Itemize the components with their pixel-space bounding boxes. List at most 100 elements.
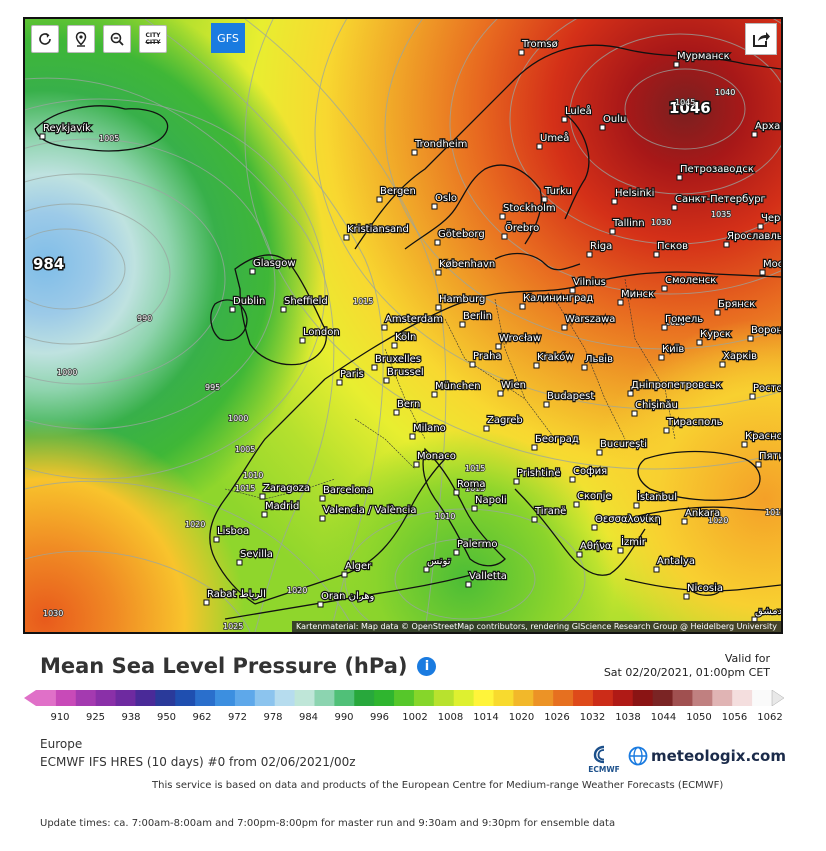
share-button[interactable] — [745, 23, 777, 55]
city-marker — [423, 566, 430, 573]
scale-color-segment — [553, 690, 574, 706]
city-label: Nicosia — [687, 583, 723, 594]
scale-color-segment — [36, 690, 57, 706]
isobar-label: 1030 — [651, 218, 671, 227]
city-label: Пятигорск — [759, 451, 781, 462]
city-marker — [236, 559, 243, 566]
region-label: Europe — [40, 737, 83, 751]
refresh-button[interactable] — [31, 25, 59, 53]
gfs-model-button[interactable]: GFS — [211, 23, 245, 53]
city-marker — [681, 518, 688, 525]
city-marker — [719, 361, 726, 368]
city-label: Wrocław — [499, 333, 541, 344]
zoom-out-button[interactable] — [103, 25, 131, 53]
scale-color-segment — [314, 690, 335, 706]
city-label: Hamburg — [439, 294, 485, 305]
city-marker — [531, 444, 538, 451]
info-icon[interactable]: i — [417, 656, 437, 676]
meteologix-logo[interactable]: meteologix.com — [628, 746, 786, 766]
meteologix-name: meteologix.com — [651, 747, 786, 765]
city-label: Череповец — [761, 213, 781, 224]
low-pressure-center: 984 — [33, 255, 64, 273]
city-marker — [631, 410, 638, 417]
globe-icon — [628, 746, 648, 766]
scale-color-segment — [692, 690, 713, 706]
scale-color-segment — [155, 690, 176, 706]
scale-tick-label: 1044 — [650, 712, 677, 723]
city-marker — [569, 476, 576, 483]
city-label: Berlin — [463, 311, 492, 322]
city-label: Bergen — [380, 186, 416, 197]
city-marker — [611, 198, 618, 205]
city-label: Kraków — [537, 351, 574, 363]
isobar-label: 1000 — [57, 368, 77, 377]
city-marker — [434, 239, 441, 246]
city-label: Antalya — [657, 556, 695, 567]
isobar-label: 1020 — [185, 520, 205, 529]
city-label: Харків — [723, 350, 757, 362]
city-marker — [469, 361, 476, 368]
city-label: تونس — [427, 556, 451, 567]
city-label: Budapest — [547, 391, 594, 402]
city-marker — [391, 342, 398, 349]
city-label: Valencia / València — [323, 504, 416, 516]
scale-color-segment — [115, 690, 136, 706]
zoom-out-icon — [110, 32, 124, 46]
city-marker — [39, 133, 46, 140]
city-label: Bruxelles — [375, 354, 421, 365]
city-label: Alger — [345, 561, 372, 572]
city-label: Скопје — [577, 490, 612, 502]
city-marker — [543, 401, 550, 408]
city-marker — [435, 269, 442, 276]
city-marker — [591, 524, 598, 531]
scale-min-arrow — [24, 690, 36, 706]
city-marker — [431, 391, 438, 398]
city-label: Oslo — [435, 193, 457, 204]
city-marker — [586, 251, 593, 258]
refresh-icon — [39, 33, 51, 45]
scale-tick-label: 1026 — [544, 712, 570, 723]
scale-tick-label: 972 — [227, 712, 248, 723]
city-label: Дніпропетровськ — [631, 379, 721, 391]
city-marker — [573, 501, 580, 508]
city-label: Αθήνα — [580, 540, 612, 552]
city-label: București — [600, 439, 647, 450]
city-label: Milano — [413, 423, 446, 434]
city-label: Минск — [621, 289, 654, 300]
city-marker — [749, 393, 756, 400]
weather-map[interactable]: 984 1046 1005 990 1000 995 1000 1005 1010 1015 1… — [23, 17, 783, 634]
city-label: Мурманск — [677, 51, 730, 62]
city-label: Курск — [700, 329, 731, 340]
scale-color-segment — [513, 690, 534, 706]
scale-tick-label: 950 — [156, 712, 177, 723]
city-marker — [723, 241, 730, 248]
city-marker — [341, 571, 348, 578]
city-label: Ankara — [685, 508, 720, 519]
scale-tick-label: 1038 — [615, 712, 641, 723]
pressure-map-canvas[interactable]: 984 1046 1005990100099510001005101010151… — [25, 19, 781, 632]
city-marker — [751, 131, 758, 138]
city-label: München — [435, 381, 481, 392]
isobar-label: 1035 — [711, 210, 731, 219]
location-button[interactable] — [67, 25, 95, 53]
city-label: Göteborg — [438, 229, 485, 240]
city-label: Helsinki — [615, 188, 654, 199]
ecmwf-logo: ECMWF — [585, 744, 623, 774]
scale-tick-label: 910 — [50, 712, 70, 723]
country-borders — [224, 278, 676, 500]
location-pin-icon — [75, 31, 87, 47]
scale-color-segment — [592, 690, 614, 706]
city-toggle-button[interactable]: CITY CITY — [139, 25, 167, 53]
city-label: Örebro — [505, 221, 539, 234]
city-label: Sheffield — [284, 296, 328, 307]
city-marker — [599, 124, 606, 131]
city-label: Valletta — [469, 571, 507, 582]
city-label: Воронеж — [751, 325, 781, 336]
city-marker — [609, 228, 616, 235]
city-marker — [261, 511, 268, 518]
city-marker — [747, 335, 754, 342]
city-marker — [536, 143, 543, 150]
scale-tick-label: 938 — [121, 712, 141, 723]
city-marker — [203, 599, 210, 606]
city-label: Петрозаводск — [680, 164, 754, 175]
